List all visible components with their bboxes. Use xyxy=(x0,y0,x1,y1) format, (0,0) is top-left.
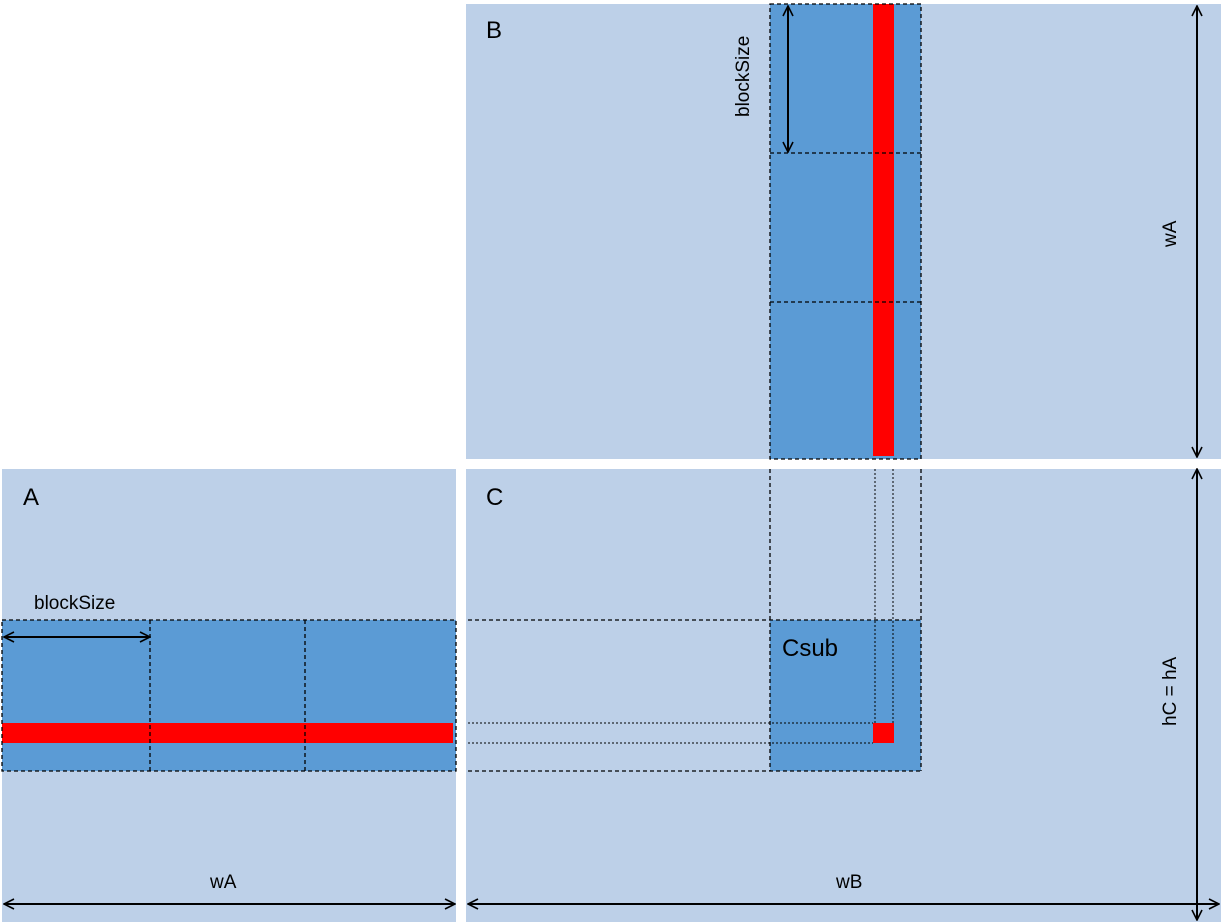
b-highlight-column xyxy=(873,4,894,456)
label-c: C xyxy=(486,484,503,511)
label-csub: Csub xyxy=(782,635,838,662)
label-block-size-b: blockSize xyxy=(733,36,754,117)
c-highlight-element xyxy=(873,723,894,743)
label-wb-bottom: wB xyxy=(835,872,862,893)
a-row-block-strip xyxy=(2,620,456,771)
a-highlight-row xyxy=(2,723,453,743)
label-a: A xyxy=(23,484,39,511)
b-column-block-strip xyxy=(770,4,921,459)
csub-block xyxy=(770,620,921,771)
label-wa-right: wA xyxy=(1160,220,1181,248)
label-hc-right: hC = hA xyxy=(1160,656,1181,726)
label-block-size-a: blockSize xyxy=(34,593,115,614)
label-wa-bottom: wA xyxy=(209,872,237,893)
label-b: B xyxy=(486,17,502,44)
